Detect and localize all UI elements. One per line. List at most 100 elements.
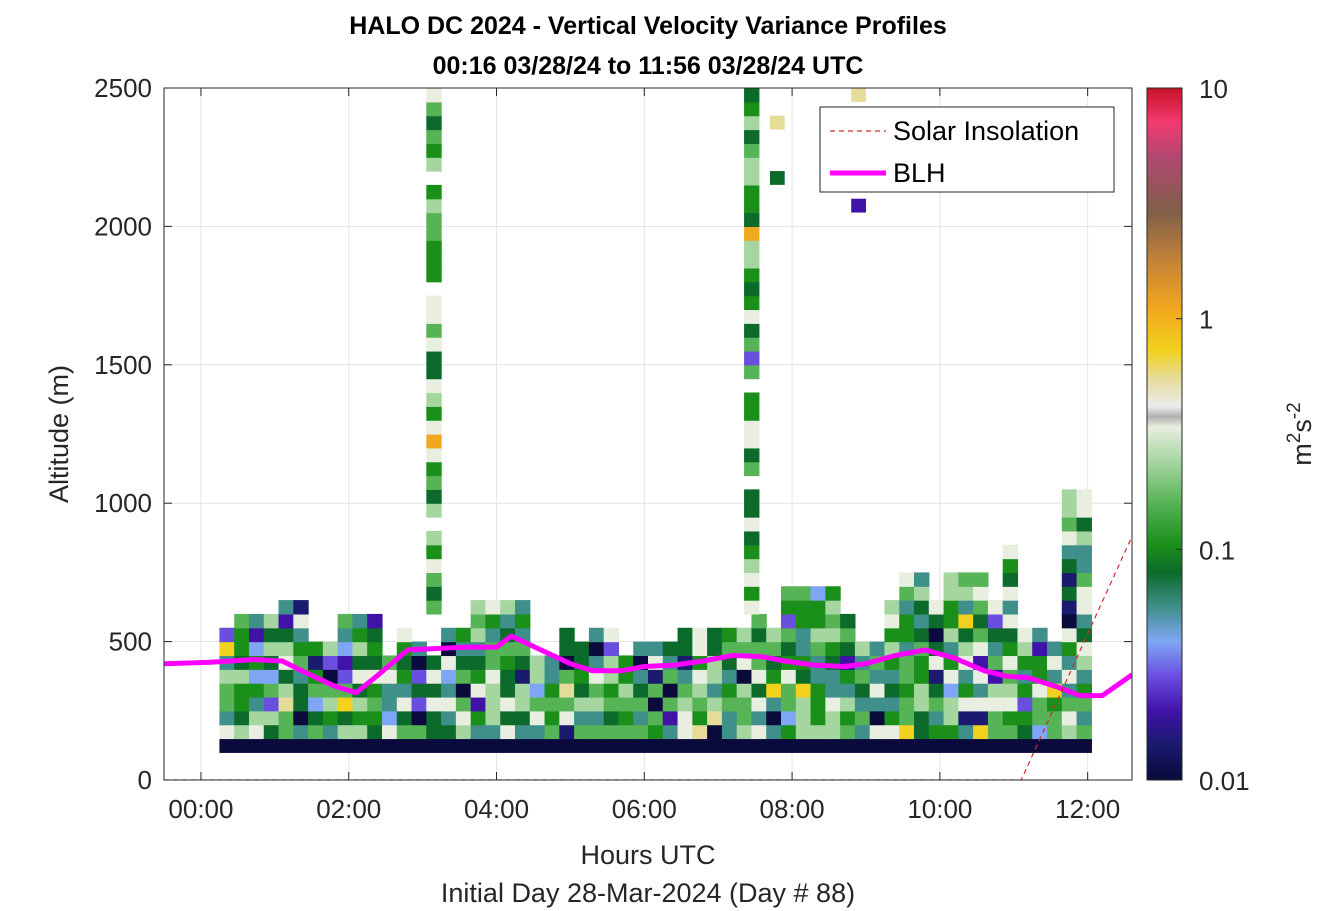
heatmap-cell (219, 641, 235, 657)
heatmap-cell (1002, 655, 1019, 670)
heatmap-cell (500, 710, 516, 726)
heatmap-cell (426, 392, 442, 407)
heatmap-cell (396, 683, 413, 698)
heatmap-cell (381, 710, 398, 726)
heatmap-cell (529, 683, 546, 698)
heatmap-cell (1017, 683, 1033, 698)
heatmap-cell (308, 641, 324, 657)
heatmap-cell (958, 738, 974, 753)
heatmap-cell (618, 696, 634, 712)
heatmap-cell (529, 738, 546, 753)
heatmap-cell (884, 627, 900, 643)
heatmap-cell (884, 600, 900, 615)
heatmap-cell (973, 586, 989, 601)
x-axis-sublabel: Initial Day 28-Mar-2024 (Day # 88) (441, 878, 855, 908)
heatmap-cell (721, 696, 738, 712)
heatmap-cell (1061, 517, 1078, 532)
heatmap-cell (396, 669, 413, 684)
heatmap-cell (263, 669, 280, 684)
heatmap-cell (426, 738, 442, 753)
heatmap-cell (455, 655, 472, 670)
heatmap-cell (781, 696, 797, 712)
heatmap-cell (500, 724, 516, 740)
heatmap-cell (559, 710, 575, 726)
heatmap-cell (781, 669, 797, 684)
heatmap-cell (470, 613, 487, 629)
heatmap-cell (648, 669, 664, 684)
heatmap-cell (559, 696, 575, 712)
heatmap-cell (219, 696, 235, 712)
heatmap-cell (278, 641, 294, 657)
heatmap-cell (914, 696, 930, 712)
colorbar-label: m2s-2 (1284, 402, 1317, 465)
heatmap-cell (1002, 600, 1019, 615)
heatmap-cell (943, 724, 959, 740)
heatmap-cell (1047, 669, 1063, 684)
heatmap-cell (322, 738, 339, 753)
heatmap-cell (441, 669, 457, 684)
heatmap-cell (234, 669, 250, 684)
heatmap-cell (766, 738, 782, 753)
heatmap-cell (840, 669, 856, 684)
heatmap-cell (899, 696, 915, 712)
heatmap-cell (751, 669, 767, 684)
heatmap-cell (248, 710, 265, 726)
heatmap-cell (308, 696, 324, 712)
heatmap-cell (381, 669, 398, 684)
heatmap-cell (795, 613, 812, 629)
heatmap-cell (293, 600, 309, 615)
x-tick-label: 12:00 (1055, 794, 1120, 824)
heatmap-cell (455, 724, 472, 740)
heatmap-cell (744, 129, 760, 144)
heatmap-cell (744, 226, 760, 241)
heatmap-cell (721, 738, 738, 753)
heatmap-cell (544, 683, 560, 698)
heatmap-cell (367, 724, 383, 740)
heatmap-cell (500, 655, 516, 670)
heatmap-cell (367, 683, 383, 698)
heatmap-cell (914, 683, 930, 698)
heatmap-cell (603, 655, 620, 670)
heatmap-cell (1076, 530, 1092, 546)
heatmap-cell (840, 641, 856, 657)
heatmap-cell (1061, 655, 1078, 670)
heatmap-cell (308, 724, 324, 740)
heatmap-cell (914, 586, 930, 601)
heatmap-cell (1076, 613, 1092, 629)
heatmap-cell (426, 143, 442, 158)
heatmap-cell (744, 392, 760, 407)
heatmap-cell (367, 655, 383, 670)
heatmap-cell (928, 613, 945, 629)
heatmap-cell (744, 101, 760, 117)
heatmap-cell (1047, 696, 1063, 712)
heatmap-cell (744, 254, 760, 269)
heatmap-cell (574, 683, 590, 698)
heatmap-cell (899, 627, 915, 643)
heatmap-cell (514, 600, 531, 615)
heatmap-cell (928, 627, 945, 643)
heatmap-cell (426, 669, 442, 684)
heatmap-cell (781, 600, 797, 615)
heatmap-cell (1061, 669, 1078, 684)
heatmap-cell (559, 669, 575, 684)
heatmap-cell (426, 267, 442, 283)
heatmap-cell (1002, 710, 1019, 726)
heatmap-cell (367, 613, 383, 629)
y-tick-label: 2500 (94, 73, 152, 103)
heatmap-cell (1047, 655, 1063, 670)
heatmap-cell (928, 655, 945, 670)
heatmap-cell (529, 710, 546, 726)
heatmap-cell (411, 710, 427, 726)
heatmap-cell (352, 724, 368, 740)
heatmap-cell (736, 655, 753, 670)
heatmap-cell (1032, 710, 1048, 726)
heatmap-cell (426, 406, 442, 421)
heatmap-cell (987, 641, 1004, 657)
heatmap-cell (470, 600, 487, 615)
heatmap-cell (455, 683, 472, 698)
heatmap-cell (633, 683, 649, 698)
heatmap-cell (795, 641, 812, 657)
heatmap-cell (1061, 613, 1078, 629)
heatmap-cell (958, 627, 974, 643)
heatmap-cell (1076, 669, 1092, 684)
